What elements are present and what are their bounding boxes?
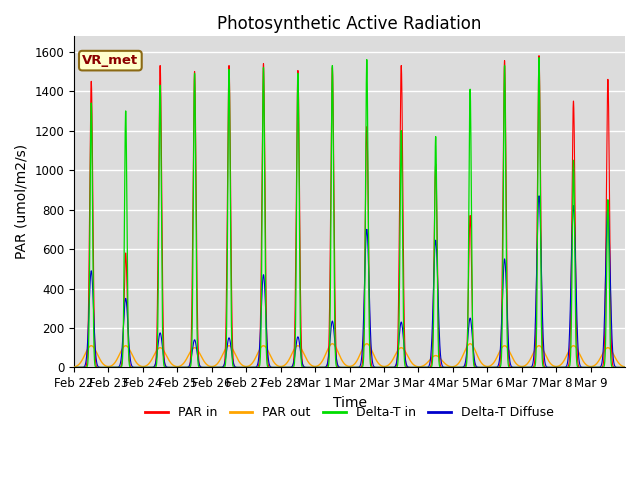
Title: Photosynthetic Active Radiation: Photosynthetic Active Radiation bbox=[218, 15, 482, 33]
X-axis label: Time: Time bbox=[333, 396, 367, 410]
Text: VR_met: VR_met bbox=[83, 54, 138, 67]
Y-axis label: PAR (umol/m2/s): PAR (umol/m2/s) bbox=[15, 144, 29, 259]
Legend: PAR in, PAR out, Delta-T in, Delta-T Diffuse: PAR in, PAR out, Delta-T in, Delta-T Dif… bbox=[140, 401, 559, 424]
